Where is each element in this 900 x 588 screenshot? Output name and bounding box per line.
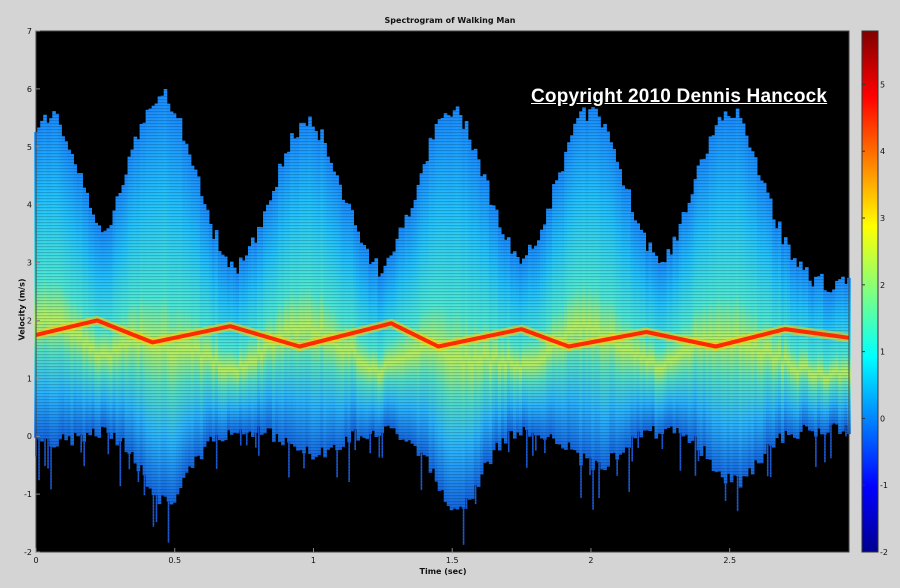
y-tick-label: -2 (24, 548, 32, 557)
colorbar-tick-label: 5 (880, 80, 885, 89)
x-tick-label: 2.5 (723, 556, 736, 565)
colorbar-tick-label: -1 (880, 481, 888, 490)
y-tick-label: 4 (27, 201, 32, 210)
copyright-annotation: Copyright 2010 Dennis Hancock (531, 86, 828, 107)
x-tick-label: 2 (588, 556, 593, 565)
axis-ticks: 0 0.5 1 1.5 2 2.5 -2 -1 0 1 2 3 4 5 6 7 (24, 27, 736, 565)
x-axis-label: Time (sec) (419, 567, 467, 576)
spectrogram-texture (36, 31, 849, 552)
colorbar-tick-label: 1 (880, 348, 885, 357)
chart-title: Spectrogram of Walking Man (384, 16, 516, 25)
colorbar (861, 30, 879, 553)
torso-ridge (35, 318, 850, 349)
y-tick-label: 5 (27, 143, 32, 152)
colorbar-tick-label: 4 (880, 147, 885, 156)
y-tick-label: 6 (27, 85, 32, 94)
colorbar-tick-label: 0 (880, 414, 885, 423)
y-tick-label: 3 (27, 259, 32, 268)
x-tick-label: 1.5 (446, 556, 459, 565)
x-tick-label: 1 (311, 556, 316, 565)
spectrogram-data (34, 31, 851, 552)
y-tick-label: 7 (27, 27, 32, 36)
y-tick-label: 1 (27, 374, 32, 383)
colorbar-tick-label: 3 (880, 214, 885, 223)
y-tick-label: -1 (24, 490, 32, 499)
colorbar-ticks: -2 -1 0 1 2 3 4 5 (862, 80, 888, 557)
x-tick-label: 0 (33, 556, 38, 565)
y-tick-label: 0 (27, 432, 32, 441)
y-axis-label: Velocity (m/s) (17, 278, 27, 341)
colorbar-tick-label: -2 (880, 548, 888, 557)
x-tick-label: 0.5 (168, 556, 181, 565)
y-tick-label: 2 (27, 316, 32, 325)
colorbar-tick-label: 2 (880, 281, 885, 290)
